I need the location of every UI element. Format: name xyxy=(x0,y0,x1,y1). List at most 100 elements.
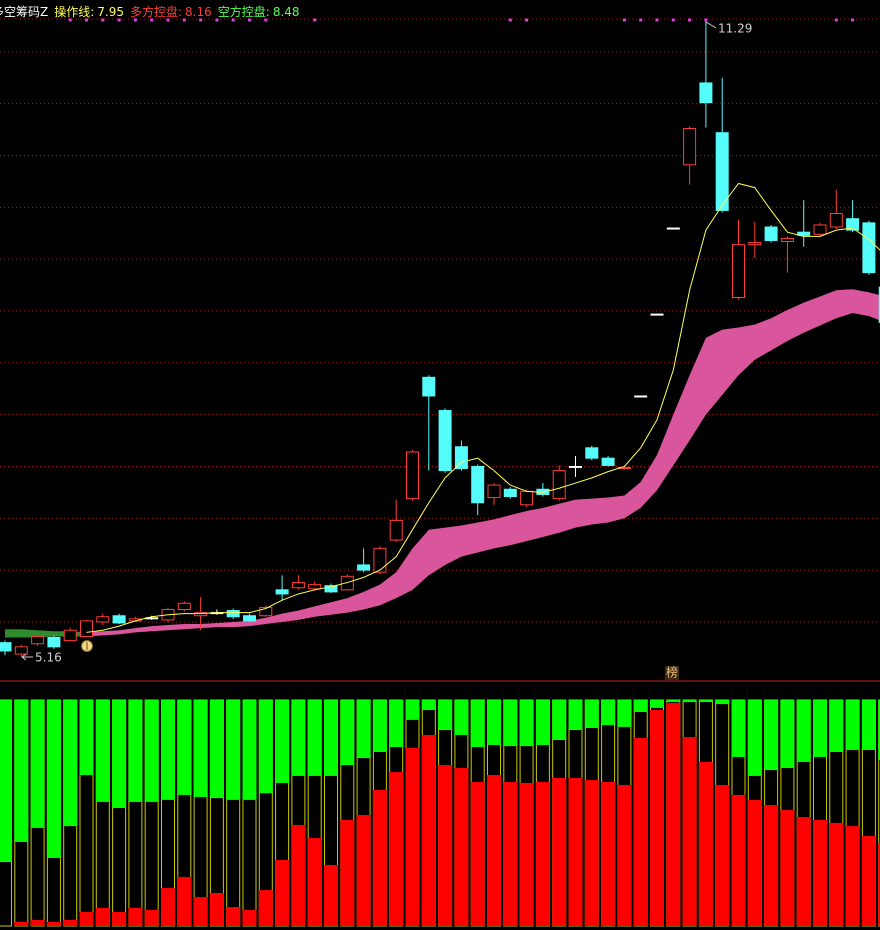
candle-body xyxy=(31,635,45,645)
bar xyxy=(161,888,175,926)
high-label: 11.29 xyxy=(718,22,752,36)
bar xyxy=(209,700,224,799)
bar xyxy=(519,782,534,926)
bar xyxy=(633,700,648,712)
candle-body xyxy=(357,564,371,571)
bar xyxy=(780,810,795,926)
signal-dot xyxy=(199,18,203,22)
candle-body xyxy=(63,629,77,642)
bar xyxy=(177,700,192,795)
signal-dot xyxy=(68,18,72,22)
signal-dot xyxy=(133,18,137,22)
indicator-value: 8.48 xyxy=(273,5,300,19)
bar xyxy=(698,700,713,703)
bar xyxy=(242,909,257,926)
indicator-value: 7.95 xyxy=(97,5,124,19)
candle-body xyxy=(585,447,599,459)
bar xyxy=(112,700,127,809)
bar xyxy=(633,737,648,926)
bar xyxy=(845,700,860,750)
bar xyxy=(796,817,811,926)
bar xyxy=(454,700,469,736)
candle-body xyxy=(340,575,354,591)
bar xyxy=(535,700,550,745)
marker-box xyxy=(665,666,679,680)
bar xyxy=(601,782,616,926)
candle-body xyxy=(80,620,93,637)
candle-body xyxy=(406,451,419,500)
bar xyxy=(340,700,355,766)
signal-dot xyxy=(182,18,186,22)
bar xyxy=(0,700,12,863)
candle-body xyxy=(650,313,664,316)
candle-body xyxy=(601,457,615,466)
bar xyxy=(861,836,876,926)
signal-dot xyxy=(622,18,626,22)
bar xyxy=(112,911,127,926)
candle-body xyxy=(259,606,273,617)
candle-body xyxy=(47,637,61,648)
bar xyxy=(878,843,880,926)
bar xyxy=(324,864,338,926)
bar xyxy=(813,700,827,757)
signal-dot xyxy=(150,18,154,22)
bar xyxy=(535,782,550,926)
bar xyxy=(682,700,697,703)
indicator-label: 操作线: xyxy=(54,4,94,19)
bar xyxy=(438,700,453,731)
candle-body xyxy=(308,584,322,590)
bar xyxy=(79,911,94,926)
bar xyxy=(63,700,78,827)
candle-body xyxy=(683,128,697,166)
signal-dot xyxy=(851,18,855,22)
bar xyxy=(552,700,567,741)
indicator-label: 空方控盘: xyxy=(218,4,270,19)
signal-dot xyxy=(117,18,121,22)
bar xyxy=(161,700,175,800)
bar xyxy=(454,768,469,926)
bar xyxy=(421,735,436,926)
bar xyxy=(242,700,257,800)
candle-body xyxy=(373,547,387,573)
bar xyxy=(503,700,518,747)
candle-body xyxy=(829,213,843,228)
marker-label: 榜 xyxy=(666,665,678,680)
bar xyxy=(878,700,880,760)
money-bag-icon xyxy=(81,640,93,652)
bar xyxy=(291,824,306,926)
bar xyxy=(63,919,78,926)
candle-body xyxy=(438,409,452,472)
bar xyxy=(372,789,387,926)
candle-body xyxy=(748,242,762,246)
candle-body xyxy=(422,376,436,397)
candle-body xyxy=(846,218,860,231)
candle-body xyxy=(243,615,256,622)
signal-dot xyxy=(264,18,268,22)
high-leader xyxy=(705,21,717,29)
bar xyxy=(30,919,45,926)
bar xyxy=(389,772,404,926)
candle-body xyxy=(552,470,566,500)
candle-body xyxy=(520,490,534,506)
bar xyxy=(421,700,436,710)
candle-body xyxy=(291,582,305,589)
bar xyxy=(601,700,616,726)
candle-body xyxy=(732,244,745,298)
bar xyxy=(46,700,61,858)
title: 多空筹码Z xyxy=(0,5,48,19)
signal-dot xyxy=(704,18,708,22)
bar xyxy=(356,700,371,759)
bar xyxy=(258,700,273,794)
bar xyxy=(128,700,143,802)
bar-frame xyxy=(878,699,880,927)
signal-dot xyxy=(655,18,659,22)
candle-body xyxy=(194,612,208,617)
bar xyxy=(226,700,241,800)
bar xyxy=(584,700,599,729)
bar xyxy=(307,838,322,926)
candle-body xyxy=(503,488,517,498)
bar xyxy=(209,893,224,926)
bar xyxy=(698,761,713,926)
bar xyxy=(829,822,844,926)
